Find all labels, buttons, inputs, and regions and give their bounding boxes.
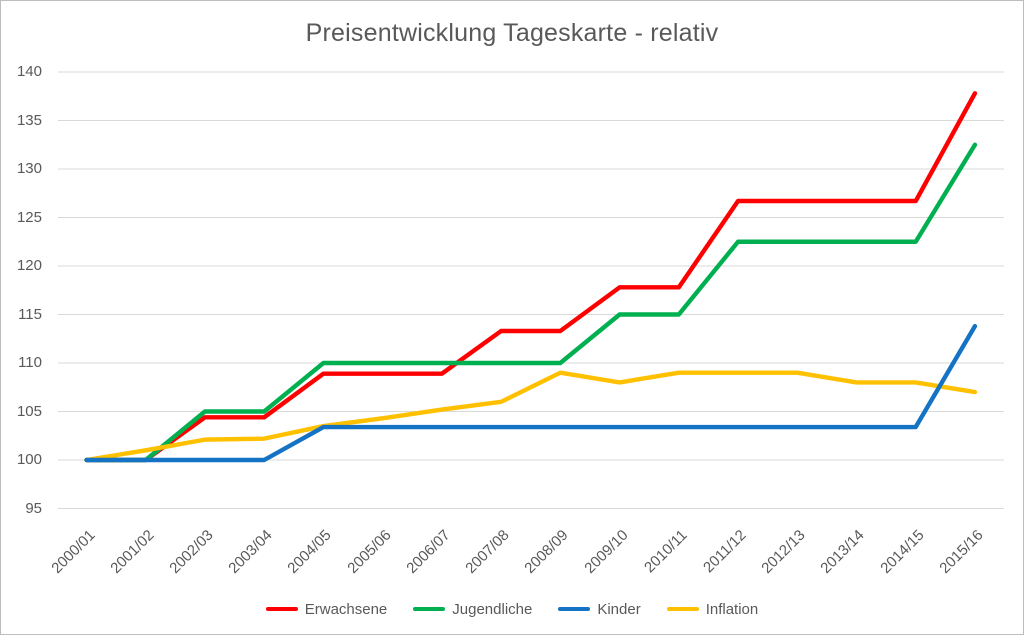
y-axis-label: 125 [16,208,42,226]
legend-item-erwachsene: Erwachsene [265,600,388,618]
legend: Erwachsene Jugendliche Kinder Inflation [1,596,1023,622]
y-axis-label: 95 [25,499,42,517]
legend-label: Kinder [597,600,641,618]
legend-line-marker [265,606,298,612]
legend-label: Erwachsene [304,600,388,618]
legend-item-jugendliche: Jugendliche [413,601,532,618]
legend-item-inflation: Inflation [666,600,759,618]
series-line-erwachsene [84,91,978,463]
y-axis-label: 120 [16,257,42,274]
legend-line-marker [666,606,699,612]
legend-label: Inflation [705,600,759,618]
series-line-jugendliche [84,142,978,463]
y-axis-label: 115 [18,305,42,323]
series-line-inflation [84,370,978,463]
y-axis-label: 105 [16,402,42,420]
legend-item-kinder: Kinder [558,600,641,618]
y-axis-label: 100 [16,451,42,468]
series-line-kinder [84,323,978,463]
y-axis-label: 135 [16,111,42,129]
chart-title: Preisentwicklung Tageskarte - relativ [305,19,719,47]
legend-line-marker [413,606,446,612]
y-axis-label: 110 [18,354,42,371]
legend-label: Jugendliche [452,600,533,618]
y-axis-label: 130 [16,160,42,177]
y-axis-label: 140 [16,63,42,80]
legend-line-marker [558,606,591,612]
